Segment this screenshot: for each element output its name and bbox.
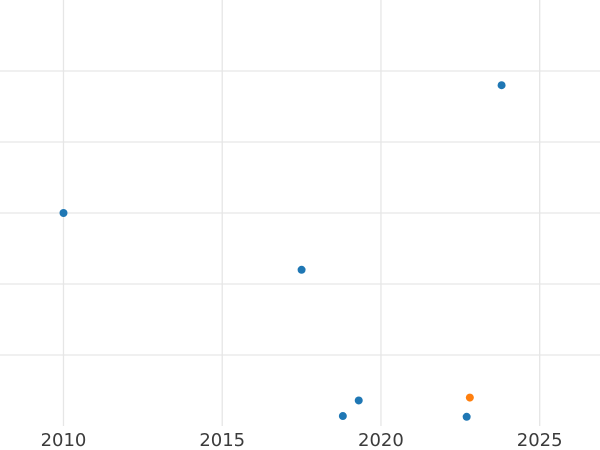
scatter-point-blue — [462, 412, 471, 421]
x-tick-label: 2025 — [517, 430, 563, 450]
scatter-point-blue — [297, 265, 306, 274]
x-tick-label: 2010 — [41, 430, 87, 450]
scatter-point-blue — [354, 396, 363, 405]
x-tick-label: 2015 — [199, 430, 245, 450]
scatter-point-blue — [59, 209, 68, 217]
scatter-point-orange — [465, 393, 474, 402]
x-tick-label: 2020 — [358, 430, 404, 450]
scatter-point-blue — [497, 81, 506, 90]
scatter-point-blue — [338, 412, 347, 421]
